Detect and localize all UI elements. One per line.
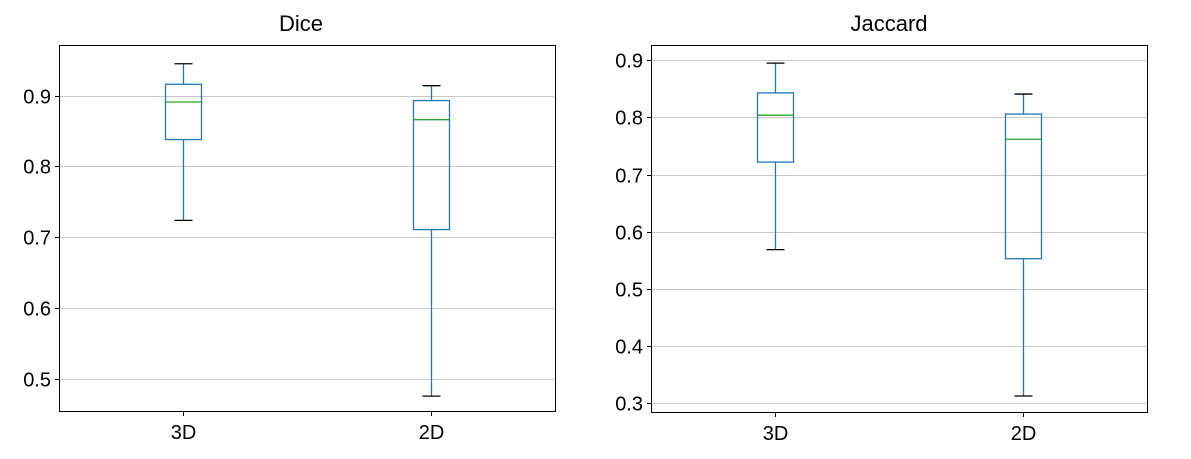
jaccard-x-tick-label-3d: 3D [763, 423, 789, 445]
dice-panel: Dice 0.5 0.6 0.7 0.8 0.9 3D 2D [23, 11, 556, 444]
jaccard-box-2d [1004, 93, 1043, 397]
jaccard-box-2d-iqr [1004, 113, 1043, 260]
jaccard-y-tick-label: 0.4 [615, 337, 643, 359]
jaccard-y-tick-label: 0.5 [615, 280, 643, 302]
dice-x-tick-label-3d: 3D [171, 422, 197, 444]
jaccard-box-3d [756, 62, 795, 251]
jaccard-y-axis: 0.3 0.4 0.5 0.6 0.7 0.8 0.9 [615, 51, 652, 416]
jaccard-y-tick-label: 0.7 [615, 166, 643, 188]
dice-axes-frame [59, 45, 556, 412]
dice-x-tick-label-2d: 2D [419, 422, 445, 444]
jaccard-axes-frame [651, 45, 1148, 413]
jaccard-title: Jaccard [850, 11, 927, 36]
jaccard-y-tick-label: 0.8 [615, 108, 643, 130]
dice-box-3d [164, 63, 203, 221]
dice-grid [60, 96, 555, 380]
dice-y-axis: 0.5 0.6 0.7 0.8 0.9 [23, 87, 60, 392]
dice-title: Dice [279, 11, 323, 36]
dice-box-2d [412, 85, 451, 397]
dice-y-tick-label: 0.5 [23, 370, 51, 392]
dice-box-3d-iqr [164, 83, 203, 141]
jaccard-y-tick-label: 0.6 [615, 223, 643, 245]
dice-y-tick-label: 0.7 [23, 228, 51, 250]
dice-x-axis: 3D 2D [171, 411, 445, 444]
dice-y-tick-label: 0.9 [23, 87, 51, 109]
jaccard-x-tick-label-2d: 2D [1011, 423, 1037, 445]
jaccard-y-tick-label: 0.9 [615, 51, 643, 73]
jaccard-boxes [756, 62, 1043, 397]
jaccard-panel: Jaccard 0.3 0.4 0.5 0.6 0.7 0.8 0.9 3D 2D [615, 11, 1148, 445]
jaccard-y-tick-label: 0.3 [615, 394, 643, 416]
dice-y-tick-label: 0.8 [23, 157, 51, 179]
jaccard-box-3d-iqr [756, 92, 795, 163]
dice-box-2d-iqr [412, 99, 451, 231]
jaccard-x-axis: 3D 2D [763, 412, 1037, 445]
dice-y-tick-label: 0.6 [23, 299, 51, 321]
jaccard-grid [652, 60, 1147, 404]
dice-boxes [164, 63, 451, 397]
